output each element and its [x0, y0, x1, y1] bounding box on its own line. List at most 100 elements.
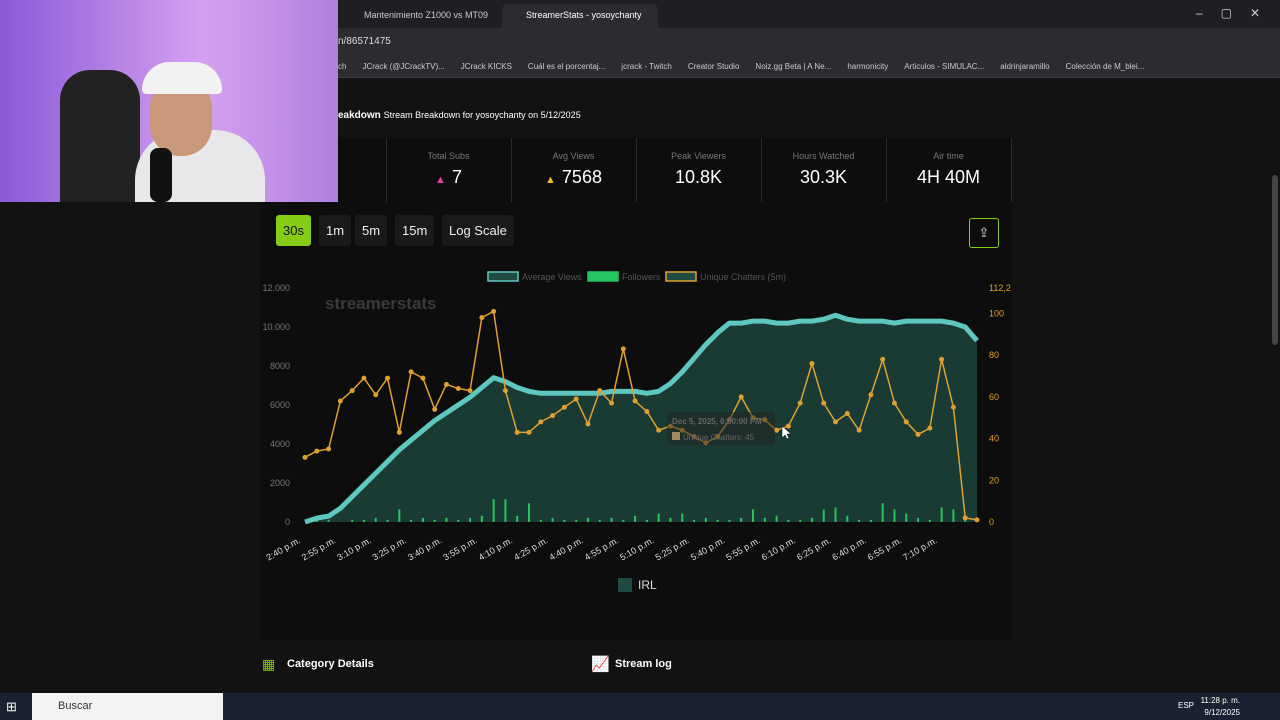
follower-bar: [374, 517, 377, 522]
follower-bar: [351, 519, 354, 522]
share-button[interactable]: ⇪: [969, 218, 999, 248]
follower-bar: [645, 519, 648, 522]
interval-button[interactable]: 30s: [276, 215, 311, 246]
bookmark[interactable]: Cuál es el porcentaj...: [527, 62, 606, 71]
bookmark[interactable]: JCrack (@JCrackTV)...: [362, 62, 445, 71]
point: [903, 419, 909, 425]
follower-bar: [952, 509, 955, 522]
value: 7568: [561, 167, 602, 187]
x-tick-label: 6:25 p.m.: [795, 535, 833, 562]
point: [385, 375, 391, 381]
y-tick-label: 2000: [270, 478, 290, 488]
bookmark[interactable]: ch: [338, 62, 347, 71]
scrollbar[interactable]: [1272, 175, 1278, 345]
x-tick-label: 7:10 p.m.: [901, 535, 939, 562]
follower-bar: [551, 517, 554, 522]
x-tick-label: 5:25 p.m.: [654, 535, 692, 562]
follower-bar: [740, 517, 743, 522]
trend-icon: ▲: [435, 174, 446, 186]
subheading: Stream Breakdown for yosoychanty on 5/12…: [383, 110, 581, 120]
tab-active[interactable]: StreamerStats - yosoychanty St...: [502, 4, 658, 42]
value: 30.3K: [799, 167, 848, 187]
legend-swatch: [587, 271, 619, 282]
follower-bar: [775, 515, 778, 522]
follower-bar: [575, 519, 578, 522]
search-box[interactable]: Buscar: [32, 693, 223, 720]
stat-value: 30.3K: [761, 167, 886, 188]
follower-bar: [822, 509, 825, 522]
tooltip-title: Dec 5, 2025, 6:00:00 PM: [672, 417, 762, 426]
legend-swatch: [665, 271, 697, 282]
point: [326, 446, 332, 452]
follower-bar: [457, 519, 460, 522]
follower-bar: [787, 519, 790, 522]
point: [514, 429, 520, 435]
follower-bar: [940, 507, 943, 522]
point: [939, 356, 945, 362]
tab[interactable]: Mantenimiento Z1000 vs MT09: [364, 10, 489, 20]
y2-tick-label: 80: [989, 350, 999, 360]
x-tick-label: 3:10 p.m.: [335, 535, 373, 562]
bookmark[interactable]: Creator Studio: [687, 62, 740, 71]
point: [349, 388, 355, 394]
follower-bar: [421, 517, 424, 522]
follower-bar: [634, 515, 637, 522]
follower-bar: [858, 519, 861, 522]
follower-bar: [669, 517, 672, 522]
y-tick-label: 8000: [270, 361, 290, 371]
follower-bar: [810, 517, 813, 522]
clock[interactable]: 11:28 p. m. 9/12/2025: [1200, 696, 1240, 717]
bookmark[interactable]: jcrack - Twitch: [621, 62, 672, 71]
point: [479, 315, 485, 321]
heading: eakdown: [338, 110, 381, 121]
bookmark[interactable]: Colección de M_blei...: [1065, 62, 1145, 71]
point: [550, 413, 556, 419]
point: [443, 381, 449, 387]
line: [304, 310, 978, 521]
bookmark[interactable]: aldrinjaramillo: [1000, 62, 1050, 71]
url[interactable]: n/86571475: [338, 36, 391, 47]
x-tick-label: 4:55 p.m.: [583, 535, 621, 562]
x-tick-label: 3:40 p.m.: [406, 535, 444, 562]
interval-button[interactable]: Log Scale: [442, 215, 514, 246]
point: [785, 423, 791, 429]
follower-bar: [704, 517, 707, 522]
category-icon: ▦: [262, 656, 276, 672]
bookmark[interactable]: harmonicity: [847, 62, 889, 71]
point: [526, 429, 532, 435]
follower-bar: [905, 513, 908, 522]
point: [314, 448, 320, 454]
language[interactable]: ESP: [1178, 701, 1195, 710]
point: [915, 431, 921, 437]
window-controls[interactable]: –▢✕: [1196, 6, 1279, 20]
interval-button[interactable]: 5m: [355, 215, 388, 246]
start-button[interactable]: ⊞: [6, 699, 17, 714]
bookmark[interactable]: JCrack KICKS: [460, 62, 512, 71]
point: [891, 400, 897, 406]
x-tick-label: 4:40 p.m.: [547, 535, 585, 562]
bookmark[interactable]: Noiz.gg Beta | A Ne...: [755, 62, 832, 71]
point: [420, 375, 426, 381]
point: [632, 398, 638, 404]
interval-button[interactable]: 15m: [395, 215, 435, 246]
follower-bar: [752, 509, 754, 522]
follower-bar: [362, 519, 365, 522]
point: [738, 394, 744, 400]
follower-bar: [469, 517, 472, 522]
follower-bar: [492, 499, 495, 522]
follower-bar: [928, 519, 931, 522]
legend-label: Unique Chatters (5m): [700, 272, 786, 282]
microphone: [150, 148, 172, 202]
point: [927, 425, 933, 431]
follower-bar: [598, 519, 601, 522]
interval-button[interactable]: 1m: [319, 215, 352, 246]
point: [644, 408, 650, 414]
value: 7: [451, 167, 462, 187]
stat-label: Air time: [933, 151, 964, 161]
y2-tick-label: 100: [989, 308, 1004, 318]
point: [396, 429, 402, 435]
point: [361, 375, 367, 381]
stat-value: 10.8K: [636, 167, 761, 188]
stat-card: Air time 4H 40M: [886, 138, 1012, 202]
bookmark[interactable]: Articulos - SIMULAC...: [904, 62, 985, 71]
